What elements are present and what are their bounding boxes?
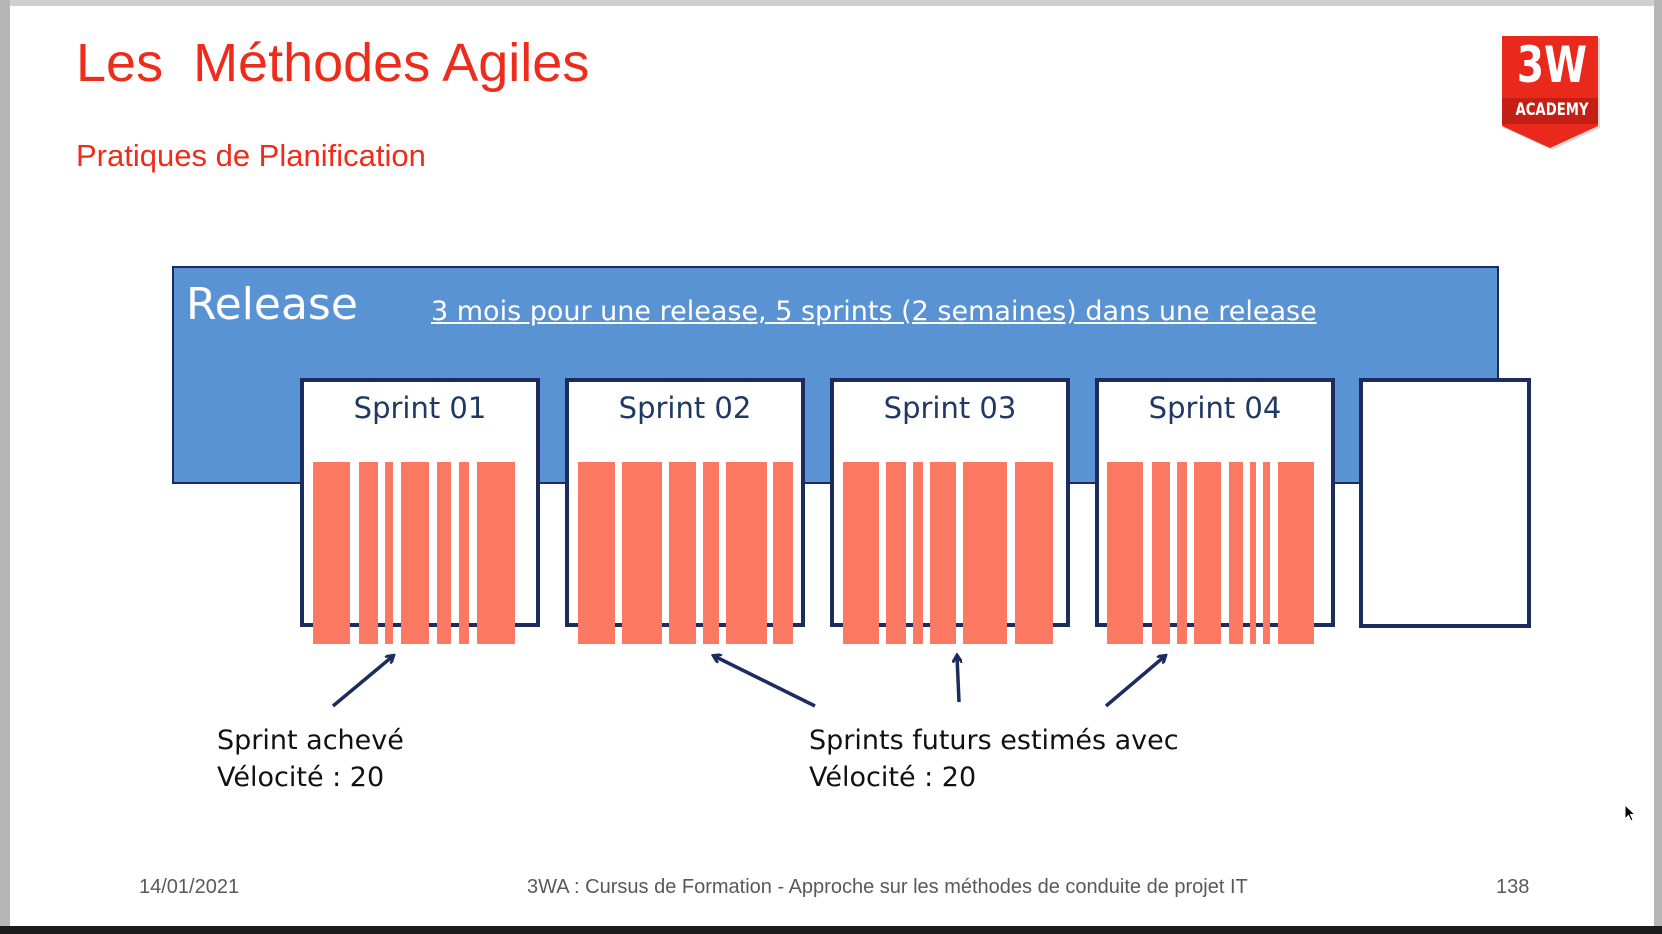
sprint-box-05-empty xyxy=(1359,378,1531,628)
window-frame-right xyxy=(1654,0,1662,934)
logo-sub-text: ACADEMY xyxy=(1515,100,1589,120)
3w-academy-logo: 3W ACADEMY xyxy=(1502,36,1602,152)
window-frame-bottom xyxy=(0,926,1662,934)
story-bar xyxy=(1278,462,1314,644)
note-line: Sprint achevé xyxy=(217,725,404,756)
story-bar xyxy=(1250,462,1256,644)
story-bar xyxy=(913,462,923,644)
note-line: Vélocité : 20 xyxy=(809,762,977,793)
arrow-to-sprint-04 xyxy=(1104,656,1165,708)
footer-course-title: 3WA : Cursus de Formation - Approche sur… xyxy=(527,876,1248,898)
story-bar xyxy=(669,462,696,644)
logo-shield-shape xyxy=(1502,36,1600,150)
story-bar xyxy=(886,462,906,644)
sprint-03-story-bars xyxy=(843,462,1057,644)
story-bar xyxy=(773,462,793,644)
sprint-title: Sprint 03 xyxy=(883,391,1017,425)
story-bar xyxy=(963,462,1007,644)
story-bar xyxy=(1152,462,1170,644)
story-bar xyxy=(726,462,767,644)
window-frame-top xyxy=(0,0,1662,6)
story-bar xyxy=(578,462,615,644)
footer-date: 14/01/2021 xyxy=(139,876,240,898)
story-bar xyxy=(477,462,515,644)
story-bar xyxy=(1107,462,1143,644)
story-bar xyxy=(437,462,451,644)
sprint-title: Sprint 01 xyxy=(353,391,487,425)
story-bar xyxy=(1229,462,1243,644)
window-frame-left xyxy=(0,0,10,934)
note-line: Vélocité : 20 xyxy=(217,762,385,793)
sprint-01-story-bars xyxy=(313,462,527,644)
arrow-to-sprint-01 xyxy=(331,656,393,708)
sprint-02-story-bars xyxy=(578,462,793,644)
story-bar xyxy=(359,462,378,644)
sprint-04-story-bars xyxy=(1107,462,1321,644)
logo-main-text: 3W xyxy=(1516,36,1588,94)
sprint-title: Sprint 04 xyxy=(1148,391,1282,425)
future-sprints-note: Sprints futurs estimés avec Vélocité : 2… xyxy=(809,722,1179,796)
sprint-title: Sprint 02 xyxy=(618,391,752,425)
story-bar xyxy=(385,462,393,644)
story-bar xyxy=(401,462,429,644)
footer-page-number: 138 xyxy=(1496,876,1530,898)
arrow-to-sprint-02 xyxy=(714,656,816,708)
story-bar xyxy=(1177,462,1187,644)
story-bar xyxy=(1263,462,1270,644)
slide-subtitle: Pratiques de Planification xyxy=(76,138,426,173)
release-description: 3 mois pour une release, 5 sprints (2 se… xyxy=(431,296,1317,327)
mouse-cursor-icon xyxy=(1624,804,1637,822)
slide-title: Les Méthodes Agiles xyxy=(76,33,590,93)
story-bar xyxy=(1194,462,1221,644)
story-bar xyxy=(843,462,879,644)
story-bar xyxy=(313,462,350,644)
story-bar xyxy=(1015,462,1053,644)
note-line: Sprints futurs estimés avec xyxy=(809,725,1179,756)
completed-sprint-note: Sprint achevé Vélocité : 20 xyxy=(217,722,404,796)
release-label: Release xyxy=(186,279,358,330)
arrow-to-sprint-03 xyxy=(957,656,959,703)
story-bar xyxy=(622,462,662,644)
story-bar xyxy=(703,462,719,644)
story-bar xyxy=(930,462,956,644)
story-bar xyxy=(459,462,469,644)
